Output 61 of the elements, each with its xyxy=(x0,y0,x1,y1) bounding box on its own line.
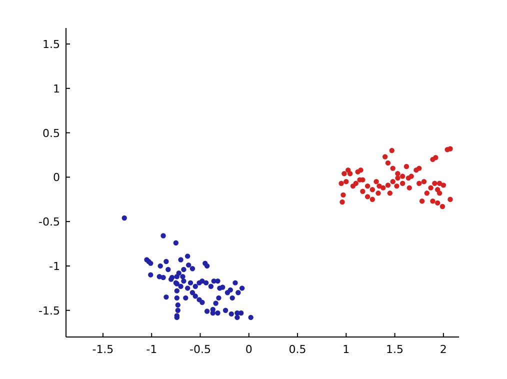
point xyxy=(376,190,381,196)
point xyxy=(340,199,345,205)
point xyxy=(338,180,344,186)
point xyxy=(394,183,400,189)
y-tick-label: 1 xyxy=(53,82,60,96)
point xyxy=(408,174,414,179)
y-tick-label: -1 xyxy=(49,260,60,273)
point xyxy=(353,180,358,186)
x-tick-label: 0 xyxy=(245,343,252,356)
point xyxy=(364,183,370,189)
point xyxy=(360,188,366,194)
point xyxy=(435,200,440,206)
y-tick-label: 0.5 xyxy=(42,126,60,140)
x-tick-label: -1.5 xyxy=(92,343,114,356)
point xyxy=(404,164,410,170)
point xyxy=(424,190,430,196)
point xyxy=(374,179,379,184)
point xyxy=(342,171,347,176)
x-tick-label: 1.5 xyxy=(386,343,404,356)
point xyxy=(421,179,427,184)
point xyxy=(448,146,453,152)
point xyxy=(395,171,400,176)
point xyxy=(370,187,376,192)
point xyxy=(416,180,422,186)
point xyxy=(370,196,376,202)
point xyxy=(358,167,364,173)
point xyxy=(347,171,353,176)
y-tick-label: -0.5 xyxy=(38,216,60,229)
point xyxy=(406,185,412,190)
y-tick-label: 1.5 xyxy=(42,38,60,51)
point xyxy=(433,155,438,160)
x-tick-label: 0.5 xyxy=(288,343,306,356)
point xyxy=(400,174,406,179)
point xyxy=(390,179,396,184)
point xyxy=(416,166,422,171)
point xyxy=(390,166,396,171)
y-tick-label: -1.5 xyxy=(38,304,60,318)
point xyxy=(428,185,434,190)
x-tick-label: 1 xyxy=(342,343,350,356)
point xyxy=(364,194,370,200)
point xyxy=(376,183,382,189)
point xyxy=(389,148,394,154)
point xyxy=(436,190,442,196)
point xyxy=(385,160,391,166)
point xyxy=(448,196,453,202)
point xyxy=(440,204,446,210)
x-tick-label: 2 xyxy=(440,343,447,356)
x-tick-label: -0.5 xyxy=(190,343,211,356)
point xyxy=(385,182,391,188)
point xyxy=(340,192,346,198)
y-tick-label: 0 xyxy=(53,171,60,184)
point xyxy=(432,180,438,186)
point xyxy=(440,182,446,188)
point xyxy=(387,190,393,196)
point xyxy=(344,179,349,184)
point xyxy=(419,198,425,204)
point xyxy=(400,180,406,186)
point xyxy=(436,180,442,186)
point xyxy=(430,198,436,204)
point xyxy=(382,154,388,160)
x-tick-label: -1 xyxy=(146,343,158,356)
